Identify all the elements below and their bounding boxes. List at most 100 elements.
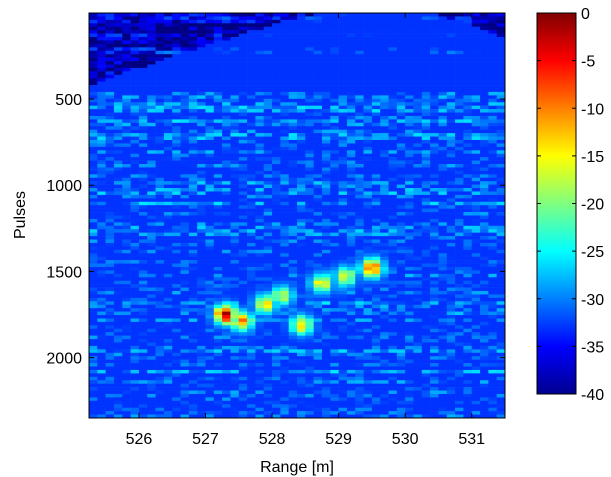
heatmap-cell	[113, 339, 123, 343]
heatmap-cell	[130, 150, 140, 155]
heatmap-cell	[138, 164, 148, 168]
heatmap-cell	[255, 95, 265, 100]
heatmap-cell	[122, 146, 131, 151]
heatmap-cell	[305, 153, 314, 158]
heatmap-cell	[363, 212, 373, 216]
heatmap-cell	[288, 194, 298, 199]
heatmap-cell	[263, 167, 273, 172]
heatmap-cell	[205, 232, 215, 237]
heatmap-cell	[238, 287, 248, 292]
heatmap-cell	[138, 143, 148, 148]
heatmap-cell	[297, 291, 306, 295]
heatmap-cell	[288, 342, 298, 347]
heatmap-cell	[463, 284, 473, 288]
heatmap-cell	[421, 98, 431, 103]
heatmap-cell	[97, 349, 106, 354]
heatmap-cell	[463, 225, 473, 230]
heatmap-cell	[180, 236, 190, 240]
heatmap-cell	[138, 266, 148, 271]
heatmap-cell	[222, 160, 231, 165]
heatmap-cell	[222, 284, 231, 288]
heatmap-cell	[480, 277, 489, 282]
heatmap-cell	[421, 294, 431, 299]
heatmap-cell	[155, 253, 165, 257]
heatmap-cell	[305, 47, 314, 52]
heatmap-cell	[388, 26, 398, 31]
heatmap-cell	[197, 64, 206, 69]
heatmap-cell	[213, 153, 223, 158]
heatmap-cell	[438, 174, 448, 179]
heatmap-cell	[247, 191, 256, 196]
heatmap-cell	[197, 188, 206, 192]
heatmap-cell	[172, 345, 181, 350]
heatmap-cell	[197, 146, 206, 151]
heatmap-cell	[413, 339, 423, 343]
heatmap-cell	[288, 253, 298, 257]
heatmap-cell	[321, 321, 331, 326]
heatmap-cell	[222, 342, 231, 347]
heatmap-cell	[421, 47, 431, 52]
heatmap-cell	[330, 246, 339, 251]
heatmap-cell	[380, 188, 389, 192]
heatmap-cell	[446, 78, 456, 82]
heatmap-cell	[355, 129, 364, 134]
heatmap-cell	[197, 33, 206, 38]
heatmap-cell	[105, 119, 115, 124]
heatmap-cell	[330, 98, 339, 103]
heatmap-cell	[496, 146, 506, 151]
heatmap-cell	[272, 218, 281, 223]
heatmap-cell	[147, 321, 156, 326]
heatmap-cell	[338, 37, 348, 41]
heatmap-cell	[222, 277, 231, 282]
heatmap-cell	[280, 115, 289, 120]
heatmap-cell	[496, 263, 506, 268]
heatmap-cell	[272, 85, 281, 89]
heatmap-cell	[188, 126, 198, 130]
heatmap-cell	[222, 332, 231, 336]
heatmap-cell	[172, 71, 181, 76]
heatmap-cell	[105, 256, 115, 261]
heatmap-cell	[238, 297, 248, 302]
heatmap-cell	[396, 242, 406, 247]
heatmap-cell	[305, 277, 314, 282]
heatmap-cell	[247, 222, 256, 227]
heatmap-cell	[413, 266, 423, 271]
heatmap-cell	[122, 256, 131, 261]
heatmap-cell	[480, 236, 489, 240]
heatmap-cell	[263, 64, 273, 69]
heatmap-cell	[105, 139, 115, 144]
heatmap-cell	[297, 218, 306, 223]
heatmap-cell	[205, 74, 215, 79]
heatmap-cell	[280, 270, 289, 275]
heatmap-cell	[155, 294, 165, 299]
heatmap-cell	[255, 88, 265, 93]
heatmap-cell	[255, 315, 265, 319]
heatmap-cell	[371, 194, 381, 199]
heatmap-cell	[255, 328, 265, 333]
heatmap-cell	[255, 270, 265, 275]
heatmap-cell	[355, 332, 364, 336]
heatmap-cell	[230, 177, 240, 182]
heatmap-cell	[480, 191, 489, 196]
heatmap-cell	[330, 188, 339, 192]
heatmap-cell	[413, 205, 423, 209]
heatmap-cell	[463, 246, 473, 251]
heatmap-cell	[247, 249, 256, 254]
heatmap-cell	[89, 170, 98, 175]
heatmap-cell	[405, 332, 414, 336]
heatmap-cell	[163, 30, 173, 34]
heatmap-cell	[330, 280, 339, 285]
heatmap-cell	[263, 57, 273, 62]
heatmap-cell	[255, 105, 265, 110]
heatmap-cell	[230, 308, 240, 312]
heatmap-cell	[405, 253, 414, 257]
heatmap-cell	[238, 67, 248, 72]
heatmap-cell	[388, 229, 398, 233]
heatmap-cell	[230, 253, 240, 257]
heatmap-cell	[97, 67, 106, 72]
heatmap-cell	[313, 119, 323, 124]
heatmap-cell	[255, 61, 265, 65]
heatmap-cell	[222, 201, 231, 206]
heatmap-cell	[247, 284, 256, 288]
heatmap-cell	[222, 30, 231, 34]
